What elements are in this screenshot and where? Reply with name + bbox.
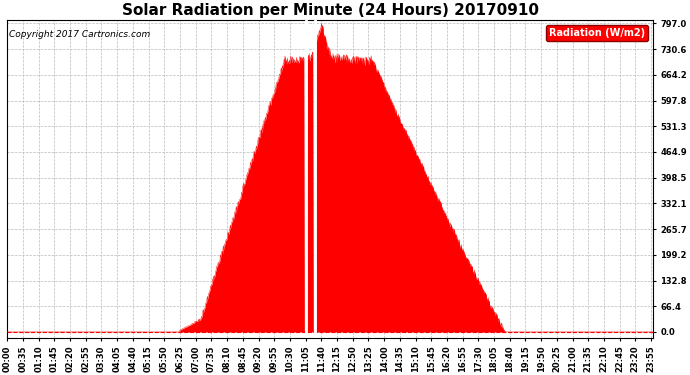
Title: Solar Radiation per Minute (24 Hours) 20170910: Solar Radiation per Minute (24 Hours) 20…: [121, 3, 539, 18]
Legend: Radiation (W/m2): Radiation (W/m2): [546, 25, 648, 41]
Text: Copyright 2017 Cartronics.com: Copyright 2017 Cartronics.com: [8, 30, 150, 39]
